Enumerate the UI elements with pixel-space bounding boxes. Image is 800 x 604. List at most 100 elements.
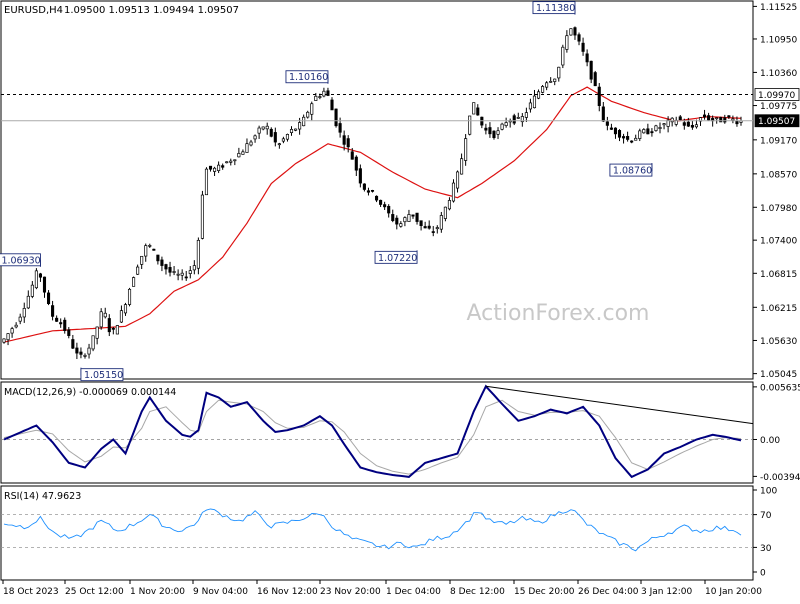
candle-body (237, 153, 241, 158)
candle-body (658, 127, 662, 129)
candle-body (577, 34, 581, 42)
candle-body (634, 137, 638, 141)
candle-body (180, 272, 184, 276)
rsi-panel-frame (0, 485, 754, 581)
candle-body (492, 130, 496, 139)
price-level-label: 1.09970 (758, 91, 795, 101)
candle-body (354, 156, 358, 171)
candle-body (38, 273, 42, 278)
candle-body (30, 284, 34, 297)
candlestick-layer (2, 26, 743, 360)
candle-body (6, 333, 10, 341)
candle-body (626, 136, 630, 140)
candle-body (690, 124, 694, 128)
candle-body (225, 161, 229, 164)
price-tick-label: 1.05045 (760, 370, 797, 380)
candle-body (589, 60, 593, 80)
time-tick-label: 1 Dec 04:00 (386, 587, 441, 597)
candle-body (160, 259, 164, 266)
candle-body (427, 225, 431, 229)
time-tick-label: 18 Oct 2023 (3, 587, 59, 597)
candle-body (79, 351, 83, 355)
candle-body (670, 117, 674, 123)
price-tick-label: 1.05630 (760, 337, 797, 347)
candle-body (383, 204, 387, 208)
candle-body (545, 82, 549, 88)
candle-body (221, 165, 225, 168)
annotation-box (80, 368, 124, 382)
candle-body (277, 143, 281, 146)
candle-body (59, 322, 63, 325)
candle-body (289, 129, 294, 133)
macd-layer (3, 384, 754, 479)
time-tick-label: 9 Nov 04:00 (193, 587, 248, 597)
candle-body (415, 212, 419, 222)
candle-body (419, 220, 423, 226)
time-axis: 18 Oct 2023 25 Oct 12:00 1 Nov 20:00 9 Nov … (2, 580, 762, 597)
candle-body (95, 326, 99, 339)
candle-body (638, 130, 642, 139)
candle-body (91, 335, 95, 350)
candle-body (245, 143, 249, 153)
candle-body (338, 123, 342, 133)
candle-body (435, 227, 439, 230)
candle-body (34, 270, 38, 289)
candle-body (727, 115, 731, 118)
candle-body (707, 115, 711, 121)
candle-body (285, 134, 290, 140)
candle-body (140, 255, 144, 265)
chart-ohlc: 1.09500 1.09513 1.09494 1.09507 (64, 5, 239, 16)
candle-body (455, 171, 460, 189)
candle-body (294, 128, 298, 131)
candle-body (395, 217, 399, 225)
candle-body (99, 311, 103, 328)
price-level-label: 1.09507 (758, 117, 795, 127)
candle-body (666, 119, 670, 127)
candle-body (488, 127, 492, 135)
price-panel-frame (0, 0, 754, 380)
candle-body (622, 136, 626, 139)
time-tick-label: 26 Dec 04:00 (578, 587, 639, 597)
annotation-box (609, 163, 653, 177)
candle-body (87, 347, 91, 355)
candle-body (662, 123, 666, 126)
time-tick-label: 10 Jan 20:00 (705, 587, 762, 597)
candle-body (387, 205, 391, 214)
candle-body (520, 116, 524, 123)
candle-body (83, 354, 87, 357)
candle-body (119, 310, 123, 323)
candle-body (358, 168, 362, 184)
candle-body (407, 214, 411, 222)
candle-body (257, 127, 261, 134)
candle-body (302, 116, 306, 127)
candle-body (464, 138, 468, 161)
candle-body (213, 167, 217, 172)
price-tick-label: 1.09170 (760, 136, 797, 146)
candle-body (524, 112, 528, 118)
candle-body (472, 102, 476, 115)
candle-body (476, 107, 480, 116)
candle-body (156, 254, 160, 262)
rsi-tick-label: 0 (760, 569, 766, 579)
candle-body (188, 270, 192, 274)
candle-body (208, 165, 213, 170)
macd-trendline (485, 385, 754, 425)
candle-body (253, 135, 257, 140)
time-tick-label: 8 Dec 12:00 (450, 587, 505, 597)
candle-body (148, 244, 152, 247)
candle-body (322, 90, 326, 97)
candle-body (565, 35, 569, 50)
candle-body (71, 339, 75, 349)
macd-title: MACD(12,26,9) -0.000069 0.000144 (4, 387, 176, 398)
annotation-box (0, 253, 41, 267)
time-tick-label: 25 Oct 12:00 (65, 587, 124, 597)
candle-body (127, 288, 132, 305)
candle-body (217, 164, 221, 171)
price-tick-label: 1.10950 (760, 35, 797, 45)
candle-body (423, 226, 427, 229)
candle-body (123, 304, 128, 314)
candle-body (496, 130, 500, 135)
rsi-line (3, 508, 742, 552)
macd-tick-label: 0.005635 (760, 383, 800, 393)
candle-body (342, 135, 346, 145)
